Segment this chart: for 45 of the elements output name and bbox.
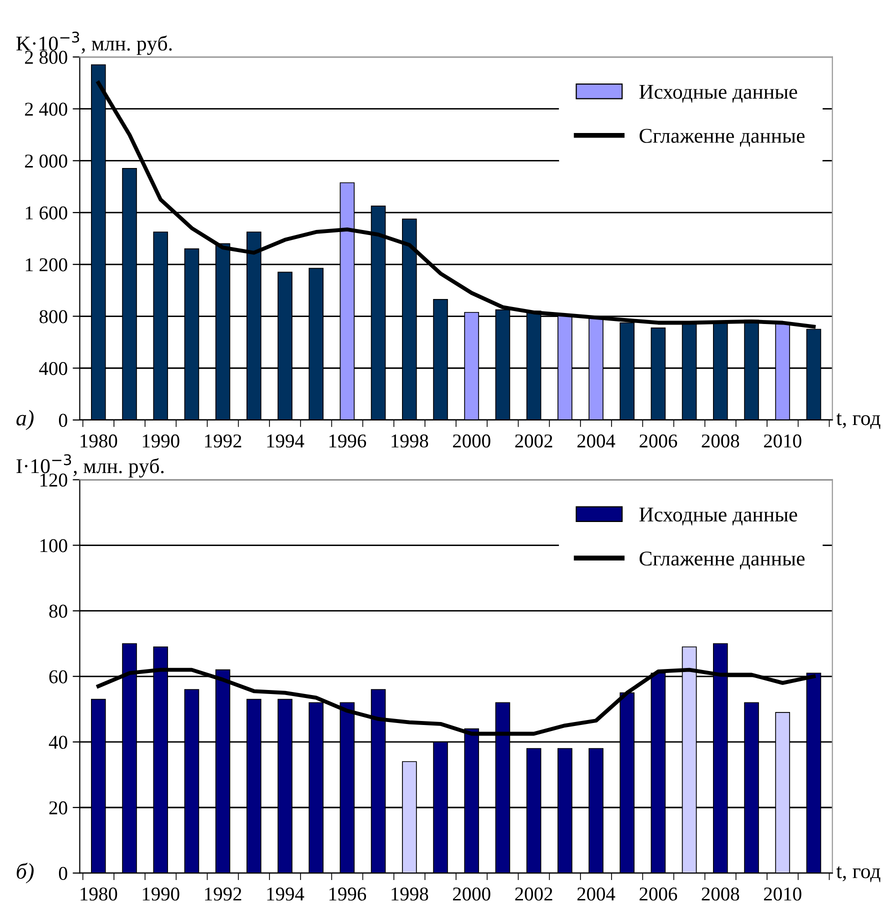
y-tick-label: 2 400: [25, 102, 68, 116]
x-tick-label: 2002: [515, 434, 552, 448]
x-tick-label: 1996: [329, 434, 366, 448]
y-tick-label: 2 000: [25, 154, 68, 168]
y-tick-label: 0: [58, 414, 68, 427]
x-tick-label: 2006: [640, 888, 678, 901]
x-tick-label: 1994: [267, 888, 304, 901]
x-tick-label: 1994: [267, 434, 304, 448]
x-axis-title: t, год: [836, 866, 880, 882]
y-tick-label: 1 600: [26, 206, 68, 220]
legend-label: Сглаженне данные: [640, 128, 805, 147]
x-tick-label: 1990: [142, 434, 180, 448]
legend-label: Сглаженне данные: [640, 552, 805, 570]
x-tick-label: 2008: [702, 888, 740, 901]
x-tick-label: 1980: [80, 888, 118, 901]
x-tick-label: 2006: [640, 434, 678, 448]
x-tick-label: 2010: [764, 434, 802, 448]
x-tick-label: 1992: [205, 434, 242, 448]
y-tick-label: 100: [40, 539, 68, 552]
legend-label: Исходные данные: [639, 508, 798, 526]
y-tick-label: 40: [48, 736, 68, 749]
y-tick-label: 400: [39, 362, 68, 376]
y-tick-label: 80: [49, 604, 68, 618]
y-tick-label: 800: [40, 310, 68, 324]
x-tick-label: 1990: [142, 888, 180, 901]
x-tick-label: 1998: [392, 434, 428, 448]
x-tick-label: 2002: [515, 888, 552, 901]
y-tick-label: 20: [49, 801, 68, 814]
x-tick-label: 1996: [329, 888, 366, 901]
y-tick-label: 1 200: [26, 258, 68, 272]
x-tick-label: 2004: [577, 434, 616, 448]
x-tick-label: 1992: [205, 888, 242, 901]
x-tick-label: 2004: [577, 888, 616, 901]
y-tick-label: 60: [49, 670, 68, 684]
y-tick-label: 0: [58, 866, 68, 880]
x-tick-label: 2010: [764, 888, 802, 901]
x-axis-title: t, год: [836, 413, 880, 430]
x-tick-label: 1998: [392, 888, 428, 901]
legend-label: Исходные данные: [639, 85, 798, 103]
x-tick-label: 1980: [80, 434, 118, 448]
text: б): [16, 862, 34, 884]
x-tick-label: 2000: [453, 434, 490, 448]
x-tick-label: 2008: [702, 434, 740, 448]
text: а): [16, 410, 34, 430]
x-tick-label: 2000: [453, 888, 490, 901]
